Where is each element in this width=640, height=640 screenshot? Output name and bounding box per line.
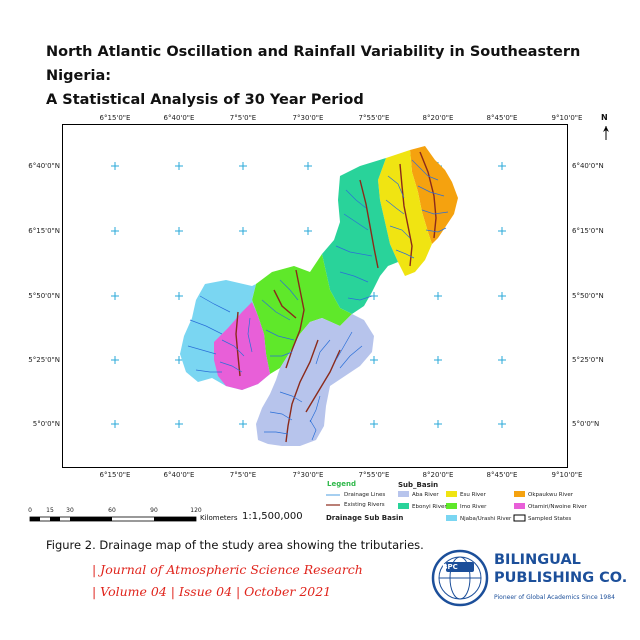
lon-tick-top-5: 7°55'0"E [358, 114, 390, 122]
lat-tick-left-3: 5°50'0"N [28, 292, 60, 300]
lon-tick-top-6: 8°20'0"E [422, 114, 454, 122]
publisher-badge: BPC [442, 563, 458, 571]
lon-tick-top-8: 9°10'0"E [551, 114, 583, 122]
legend-title: Legend [327, 480, 356, 488]
lon-tick-top-3: 7°5'0"E [229, 114, 257, 122]
lat-tick-right-2: 6°15'0"N [572, 227, 604, 235]
north-arrow-icon [603, 126, 609, 140]
basin-ebonyi [322, 158, 398, 314]
publisher-logo-icon [431, 549, 489, 607]
scale-bar [29, 516, 197, 522]
lon-tick-bottom-4: 7°30'0"E [292, 471, 324, 479]
lat-tick-right-3: 5°50'0"N [572, 292, 604, 300]
basin-imo [252, 254, 352, 374]
lat-tick-right-4: 5°25'0"N [572, 356, 604, 364]
legend-drainage-sub-basin: Drainage Sub Basin [326, 514, 404, 522]
north-label: N [601, 113, 608, 122]
lon-tick-bottom-1: 6°15'0"E [99, 471, 131, 479]
lat-tick-right-1: 6°40'0"N [572, 162, 604, 170]
figure-caption: Figure 2. Drainage map of the study area… [46, 538, 424, 552]
lon-tick-bottom-3: 7°5'0"E [229, 471, 257, 479]
existing-rivers [235, 151, 437, 443]
legend-item-esu: Esu River [460, 492, 486, 498]
title-line-1: North Atlantic Oscillation and Rainfall … [46, 44, 581, 84]
legend-item-otamiri-nwoine: Otamiri/Nwoine River [528, 504, 587, 510]
publisher-name-line1: BILINGUAL [494, 552, 581, 568]
scale-ratio: 1:1,500,000 [242, 511, 303, 522]
lon-tick-bottom-7: 8°45'0"E [486, 471, 518, 479]
lat-tick-left-2: 6°15'0"N [28, 227, 60, 235]
lat-tick-left-5: 5°0'0"N [32, 420, 60, 428]
basin-aba [256, 314, 374, 446]
lon-tick-top-4: 7°30'0"E [292, 114, 324, 122]
legend-item-imo: Imo River [460, 504, 487, 510]
journal-name: | Journal of Atmospheric Science Researc… [92, 562, 363, 577]
title-line-2: A Statistical Analysis of 30 Year Period [46, 92, 364, 108]
scale-label-90: 90 [150, 507, 158, 514]
lon-tick-bottom-5: 7°55'0"E [358, 471, 390, 479]
lon-tick-top-1: 6°15'0"E [99, 114, 131, 122]
legend-item-okpaukwu: Okpaukwu River [528, 492, 574, 498]
drainage-lines [187, 159, 449, 441]
lat-tick-left-1: 6°40'0"N [28, 162, 60, 170]
lon-tick-bottom-2: 6°40'0"E [163, 471, 195, 479]
lon-tick-top-2: 6°40'0"E [163, 114, 195, 122]
lon-tick-top-7: 8°45'0"E [486, 114, 518, 122]
lon-tick-bottom-6: 8°20'0"E [422, 471, 454, 479]
lat-tick-left-4: 5°25'0"N [28, 356, 60, 364]
map-frame [62, 124, 568, 468]
legend-sub-basin-heading: Sub_Basin [398, 481, 439, 489]
journal-issue: | Volume 04 | Issue 04 | October 2021 [92, 584, 332, 599]
publisher-tagline: Pioneer of Global Academics Since 1984 [494, 594, 615, 601]
legend-item-ebonyi: Ebonyi River [412, 504, 447, 510]
lat-tick-right-5: 5°0'0"N [572, 420, 600, 428]
legend-item-njaba-urashi: Njaba/Urashi River [460, 516, 512, 522]
scale-label-30: 30 [66, 507, 74, 514]
lon-tick-bottom-8: 9°10'0"E [551, 471, 583, 479]
scale-label-120: 120 [190, 507, 202, 514]
scale-label-15: 15 [46, 507, 54, 514]
legend-item-sampled-states: Sampled States [528, 516, 572, 522]
legend-drainage-lines: Drainage Lines [344, 492, 386, 498]
legend-item-aba: Aba River [412, 492, 439, 498]
scale-label-0: 0 [28, 507, 32, 514]
page-title: North Atlantic Oscillation and Rainfall … [46, 40, 626, 112]
scale-label-60: 60 [108, 507, 116, 514]
basin-otamiri-nwoine [214, 302, 270, 390]
legend-existing-rivers: Existing Rivers [344, 502, 385, 508]
publisher-name-line2: PUBLISHING CO. [494, 570, 628, 586]
scale-unit: Kilometers [200, 514, 238, 522]
